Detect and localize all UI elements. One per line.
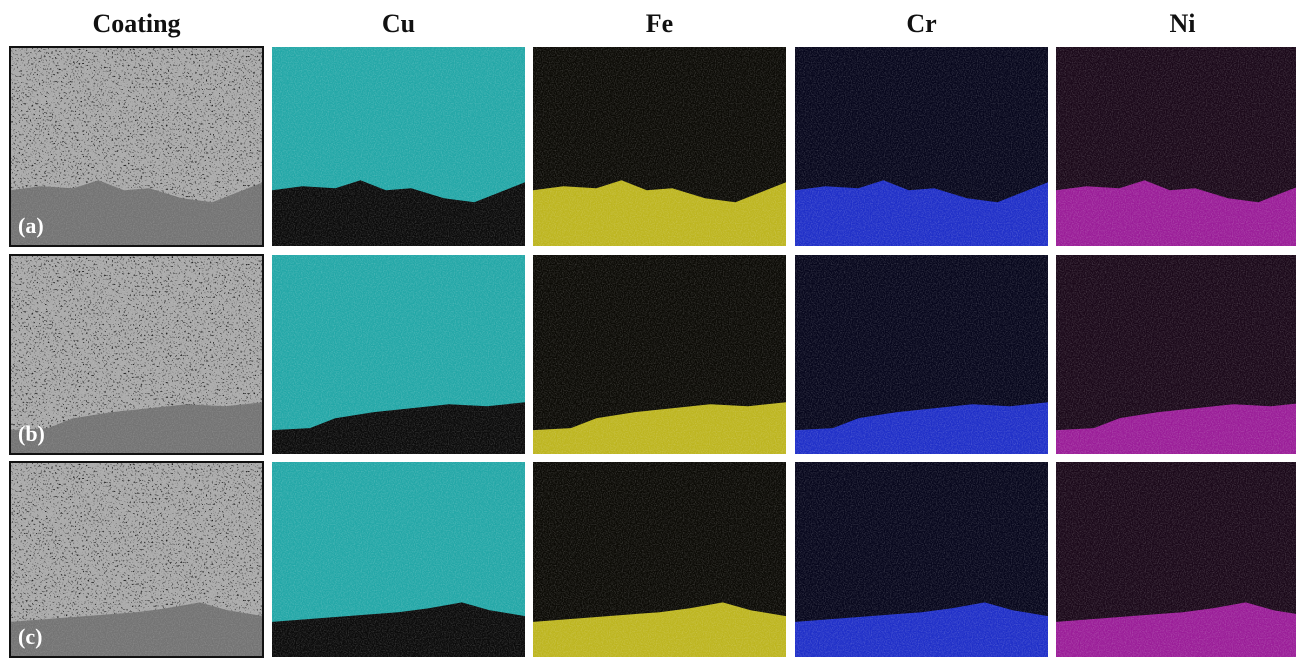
noise-texture: [533, 47, 786, 246]
noise-texture: [795, 47, 1048, 246]
map-panel: [795, 462, 1048, 657]
noise-texture: [533, 255, 786, 454]
column-header: Fe: [646, 9, 673, 38]
noise-texture: [795, 462, 1048, 657]
noise-texture: [10, 462, 263, 657]
map-panel: [272, 255, 525, 454]
row-label: (a): [18, 213, 44, 238]
map-panel: [533, 255, 786, 454]
row-label: (c): [18, 624, 42, 649]
panel-border: [9, 46, 264, 247]
map-panel: [10, 255, 263, 454]
noise-texture: [795, 255, 1048, 454]
noise-texture: [1056, 255, 1296, 454]
noise-texture: [272, 462, 525, 657]
column-header: Ni: [1170, 9, 1196, 38]
noise-texture: [272, 255, 525, 454]
column-header: Cu: [382, 9, 415, 38]
map-panel: [1056, 47, 1296, 246]
column-header: Coating: [92, 9, 180, 38]
noise-texture: [10, 47, 263, 246]
noise-texture: [1056, 462, 1296, 657]
noise-texture: [272, 47, 525, 246]
map-panel: [10, 462, 263, 657]
noise-texture: [10, 255, 263, 454]
map-panel: [272, 462, 525, 657]
map-panel: [10, 47, 263, 246]
map-panel: [533, 47, 786, 246]
panel-border: [9, 254, 264, 455]
panel-border: [9, 461, 264, 658]
row-label: (b): [18, 421, 45, 446]
noise-texture: [533, 462, 786, 657]
noise-texture: [1056, 47, 1296, 246]
column-header: Cr: [906, 9, 936, 38]
map-panel: [272, 47, 525, 246]
map-panel: [533, 462, 786, 657]
map-panel: [1056, 462, 1296, 657]
map-panel: [795, 47, 1048, 246]
map-panel: [1056, 255, 1296, 454]
map-panel: [795, 255, 1048, 454]
